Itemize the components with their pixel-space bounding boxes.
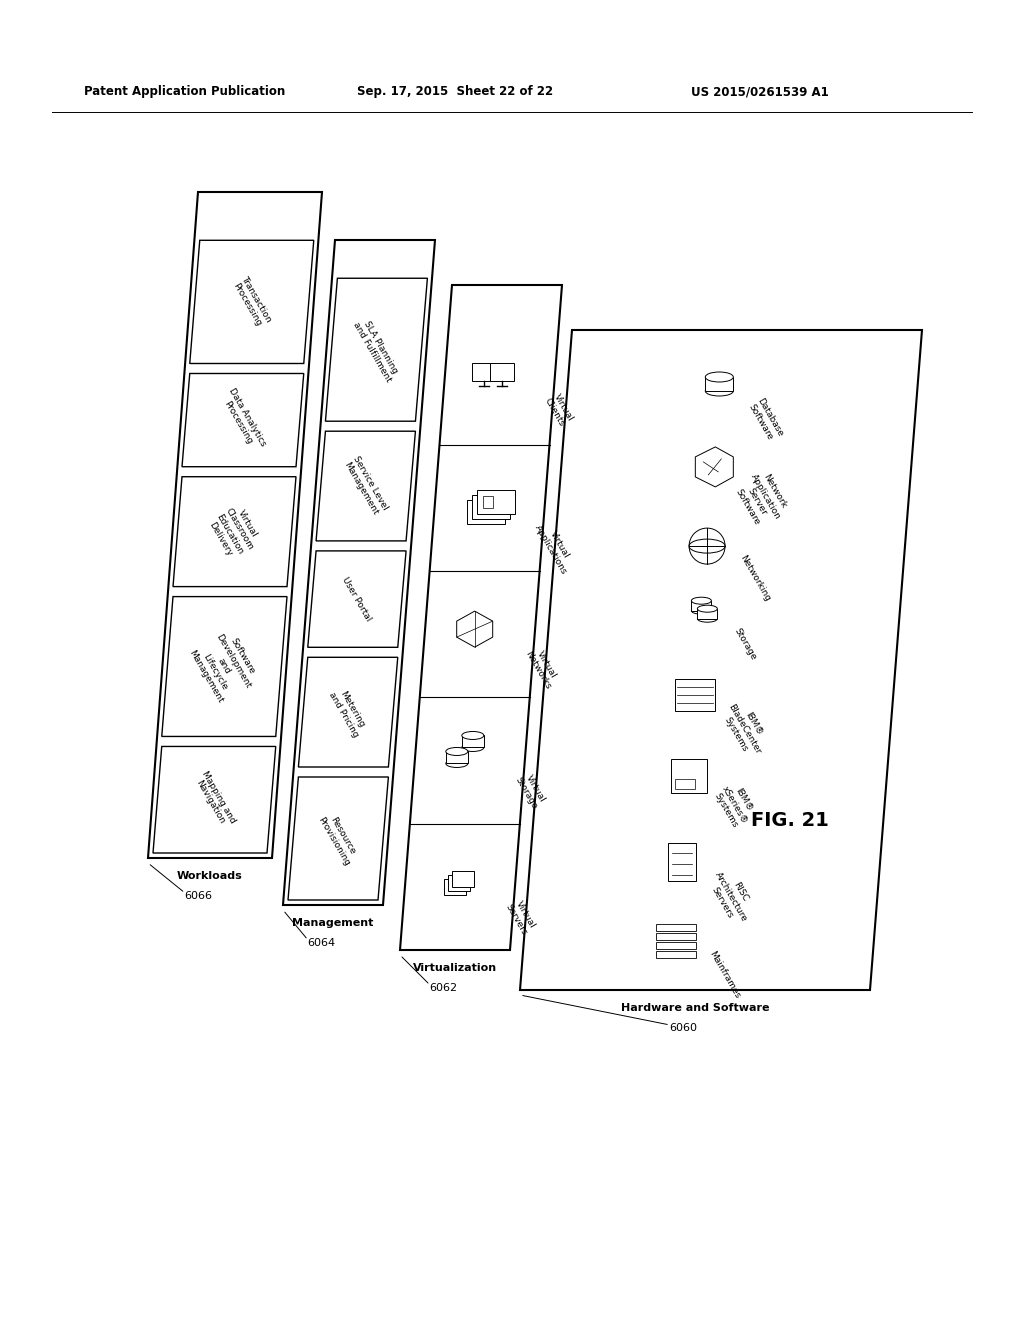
Bar bbox=[656, 924, 696, 931]
Text: Sep. 17, 2015  Sheet 22 of 22: Sep. 17, 2015 Sheet 22 of 22 bbox=[357, 86, 553, 99]
Polygon shape bbox=[173, 477, 296, 586]
Polygon shape bbox=[189, 240, 313, 363]
Text: Data Analytics
Processing: Data Analytics Processing bbox=[218, 387, 267, 453]
Text: IBM®
xSeries®
Systems: IBM® xSeries® Systems bbox=[711, 780, 758, 832]
Text: Mapping and
Navigation: Mapping and Navigation bbox=[191, 770, 238, 830]
Bar bbox=[472, 363, 497, 381]
Text: Virtual
Applications: Virtual Applications bbox=[534, 517, 578, 576]
Bar bbox=[656, 933, 696, 940]
Text: IBM®
BladeCenter
Systems: IBM® BladeCenter Systems bbox=[718, 697, 771, 760]
Bar bbox=[473, 506, 482, 517]
Bar bbox=[452, 870, 474, 887]
Bar bbox=[445, 751, 468, 763]
Text: Workloads: Workloads bbox=[177, 871, 243, 880]
Bar bbox=[668, 843, 696, 880]
Text: US 2015/0261539 A1: US 2015/0261539 A1 bbox=[691, 86, 828, 99]
Bar bbox=[656, 942, 696, 949]
Polygon shape bbox=[316, 432, 416, 541]
Ellipse shape bbox=[462, 743, 483, 751]
Text: FIG. 21: FIG. 21 bbox=[751, 810, 829, 829]
Polygon shape bbox=[326, 279, 427, 421]
Polygon shape bbox=[298, 657, 397, 767]
Text: Service Level
Management: Service Level Management bbox=[342, 455, 389, 517]
Text: 6060: 6060 bbox=[669, 1023, 697, 1034]
Polygon shape bbox=[182, 374, 304, 467]
Text: Transaction
Processing: Transaction Processing bbox=[230, 275, 273, 329]
Bar bbox=[482, 496, 493, 508]
Text: Virtualization: Virtualization bbox=[413, 964, 497, 973]
Bar bbox=[656, 952, 696, 958]
Bar bbox=[697, 609, 718, 619]
Ellipse shape bbox=[462, 731, 483, 739]
Ellipse shape bbox=[445, 747, 468, 755]
Text: Management: Management bbox=[292, 917, 374, 928]
Bar bbox=[477, 500, 487, 512]
Polygon shape bbox=[153, 746, 275, 853]
Text: Metering
and Pricing: Metering and Pricing bbox=[327, 685, 369, 739]
Text: Networking: Networking bbox=[738, 554, 772, 603]
Text: 6064: 6064 bbox=[307, 939, 335, 948]
Bar bbox=[671, 759, 707, 793]
Text: Hardware and Software: Hardware and Software bbox=[621, 1003, 769, 1012]
Text: Database
Software: Database Software bbox=[745, 396, 784, 444]
Bar bbox=[675, 779, 695, 789]
Text: Network
Application
Server
Software: Network Application Server Software bbox=[731, 467, 792, 531]
Polygon shape bbox=[162, 597, 287, 737]
Ellipse shape bbox=[691, 607, 712, 614]
Text: Storage: Storage bbox=[732, 627, 758, 661]
Polygon shape bbox=[520, 330, 922, 990]
Bar bbox=[447, 875, 470, 891]
Polygon shape bbox=[457, 611, 493, 647]
Polygon shape bbox=[283, 240, 435, 906]
Ellipse shape bbox=[691, 597, 712, 605]
Text: RISC
Architecture
Servers: RISC Architecture Servers bbox=[705, 866, 758, 929]
Ellipse shape bbox=[706, 372, 733, 381]
Bar bbox=[476, 490, 515, 513]
Ellipse shape bbox=[697, 605, 718, 612]
Bar bbox=[444, 879, 466, 895]
Polygon shape bbox=[148, 191, 322, 858]
Bar bbox=[490, 363, 514, 381]
Bar bbox=[462, 735, 483, 747]
Text: User Portal: User Portal bbox=[341, 576, 373, 623]
Text: Virtual
Classroom
Education
Delivery: Virtual Classroom Education Delivery bbox=[206, 502, 263, 562]
Text: Virtual
Networks: Virtual Networks bbox=[523, 644, 561, 690]
Text: Resource
Provisioning: Resource Provisioning bbox=[316, 810, 360, 867]
Text: 6062: 6062 bbox=[429, 983, 457, 993]
Polygon shape bbox=[400, 285, 562, 950]
Circle shape bbox=[689, 528, 725, 564]
Ellipse shape bbox=[445, 759, 468, 767]
Bar bbox=[706, 378, 733, 391]
Bar bbox=[472, 495, 510, 519]
Text: Software
Development
and
Lifecycle
Management: Software Development and Lifecycle Manag… bbox=[187, 627, 261, 706]
Text: Virtual
Servers: Virtual Servers bbox=[504, 898, 538, 937]
Text: Patent Application Publication: Patent Application Publication bbox=[84, 86, 286, 99]
Polygon shape bbox=[308, 550, 407, 647]
Ellipse shape bbox=[697, 615, 718, 622]
Text: Virtual
Storage: Virtual Storage bbox=[513, 771, 548, 810]
Text: SLA Planning
and Fulfillment: SLA Planning and Fulfillment bbox=[351, 315, 401, 384]
Text: Virtual
Clients: Virtual Clients bbox=[543, 392, 575, 428]
Bar bbox=[676, 678, 716, 710]
Polygon shape bbox=[288, 777, 388, 900]
Text: 6066: 6066 bbox=[184, 891, 212, 902]
Bar bbox=[691, 601, 712, 611]
Polygon shape bbox=[695, 447, 733, 487]
Text: Mainframes: Mainframes bbox=[707, 950, 741, 1001]
Bar bbox=[467, 500, 505, 524]
Ellipse shape bbox=[706, 385, 733, 396]
